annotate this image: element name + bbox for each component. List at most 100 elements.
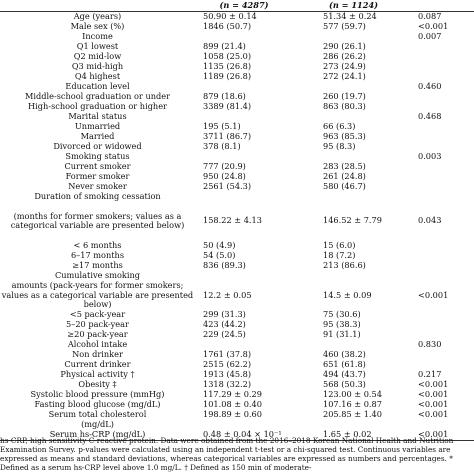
p-value: 0.217 bbox=[418, 369, 442, 380]
group1-value: 423 (44.2) bbox=[203, 319, 246, 330]
group1-value: 2515 (62.2) bbox=[203, 359, 252, 370]
p-value bbox=[414, 350, 474, 360]
row-label: Divorced or widowed bbox=[53, 140, 142, 151]
p-value: 0.460 bbox=[418, 80, 442, 91]
group2-value: 14.5 ± 0.09 bbox=[323, 289, 372, 300]
row-label: Q2 mid-low bbox=[73, 50, 122, 61]
table-header-row: (n = 4287) (n = 1124) bbox=[0, 0, 474, 12]
row-label: Alcohol intake bbox=[67, 339, 128, 350]
group2-value: 963 (85.3) bbox=[323, 130, 366, 141]
table-row: Systolic blood pressure (mmHg) 117.29 ± 0… bbox=[0, 389, 474, 400]
table-row: Smoking status 0.003 bbox=[0, 151, 474, 162]
table-row: Serum hs-CRP (mg/dL) 0.48 ± 0.04 × 10⁻¹ 1.… bbox=[0, 429, 474, 441]
group2-value: 123.00 ± 0.54 bbox=[323, 389, 382, 400]
row-label: Serum total cholesterol bbox=[48, 409, 147, 420]
group1-value: 1913 (45.8) bbox=[203, 369, 252, 380]
group2-value: 577 (59.7) bbox=[323, 20, 366, 31]
table-row: Alcohol intake 0.830 bbox=[0, 339, 474, 350]
table-row: Age (years) 50.90 ± 0.14 51.34 ± 0.24 0.087 bbox=[0, 11, 474, 22]
header-n-group1: (n = 4287) bbox=[219, 0, 269, 10]
group2-value: 66 (6.3) bbox=[323, 120, 356, 131]
row-label: ≥20 pack-year bbox=[67, 329, 128, 340]
table-row: Income 0.007 bbox=[0, 30, 474, 42]
table-row: Married 3711 (86.7) 963 (85.3) bbox=[0, 130, 474, 142]
p-value bbox=[414, 241, 474, 251]
table-body: Age (years) 50.90 ± 0.14 51.34 ± 0.24 0.087… bbox=[0, 11, 474, 441]
table-row: (months for former smokers; values as a … bbox=[0, 202, 474, 241]
table-row: Cumulative smoking bbox=[0, 270, 474, 281]
p-value bbox=[414, 261, 474, 271]
row-label: amounts (pack-years for former smokers; … bbox=[1, 279, 194, 310]
p-value: <0.001 bbox=[418, 20, 449, 31]
group2-value bbox=[293, 192, 414, 202]
group1-value: 12.2 ± 0.05 bbox=[203, 289, 252, 300]
p-value bbox=[414, 132, 474, 142]
group1-value: 378 (8.1) bbox=[203, 140, 241, 151]
group2-value: 51.34 ± 0.24 bbox=[323, 11, 377, 21]
table-row: ≥17 months 836 (89.3) 213 (86.6) bbox=[0, 259, 474, 271]
row-label: Q4 highest bbox=[74, 70, 121, 81]
group1-value: 1761 (37.8) bbox=[203, 349, 252, 360]
table-row: High-school graduation or higher 3389 (81… bbox=[0, 100, 474, 112]
table-footnote: hs-CRP, high sensitivity C-reactive prot… bbox=[0, 436, 454, 472]
group2-value: 107.16 ± 0.87 bbox=[323, 399, 382, 410]
table-row: 5–20 pack-year 423 (44.2) 95 (38.3) bbox=[0, 319, 474, 330]
group2-value: 1.65 ± 0.02 bbox=[323, 429, 372, 440]
group2-value bbox=[293, 271, 414, 281]
group1-value: 101.08 ± 0.40 bbox=[203, 399, 262, 410]
p-value bbox=[414, 52, 474, 62]
table-row: Non drinker 1761 (37.8) 460 (38.2) bbox=[0, 349, 474, 360]
group2-value: 286 (26.2) bbox=[323, 50, 366, 61]
table-row: Education level 0.460 bbox=[0, 80, 474, 92]
row-label: (months for former smokers; values as a … bbox=[10, 210, 185, 231]
table-row: Q3 mid-high 1135 (26.8) 273 (24.9) bbox=[0, 61, 474, 72]
group2-value: 213 (86.6) bbox=[323, 259, 366, 270]
p-value bbox=[414, 251, 474, 261]
p-value: <0.001 bbox=[418, 389, 449, 400]
p-value bbox=[414, 320, 474, 330]
group2-value: 568 (50.3) bbox=[323, 379, 366, 390]
group2-value: 146.52 ± 7.79 bbox=[323, 215, 382, 226]
row-label: Serum hs-CRP (mg/dL) bbox=[49, 429, 146, 440]
table-row: Physical activity † 1913 (45.8) 494 (43.7)… bbox=[0, 369, 474, 380]
group1-value: 836 (89.3) bbox=[203, 259, 246, 270]
group2-value: 272 (24.1) bbox=[323, 70, 366, 81]
table-row: amounts (pack-years for former smokers; … bbox=[0, 279, 474, 310]
group1-value: 1846 (50.7) bbox=[203, 20, 252, 31]
table-row: Obesity ‡ 1318 (32.2) 568 (50.3) <0.001 bbox=[0, 379, 474, 390]
row-label: Former smoker bbox=[65, 170, 130, 181]
row-label: Unmarried bbox=[74, 120, 121, 131]
row-label: Q1 lowest bbox=[76, 40, 119, 51]
table-row: < 6 months 50 (4.9) 15 (6.0) bbox=[0, 239, 474, 251]
row-label: Non drinker bbox=[72, 349, 123, 360]
row-label: 5–20 pack-year bbox=[66, 319, 129, 330]
table-row: ≥20 pack-year 229 (24.5) 91 (31.1) bbox=[0, 329, 474, 340]
table-row: Current drinker 2515 (62.2) 651 (61.8) bbox=[0, 359, 474, 370]
table-row: Former smoker 950 (24.8) 261 (24.8) bbox=[0, 170, 474, 182]
header-blank bbox=[0, 0, 195, 12]
group2-value: 75 (30.6) bbox=[323, 309, 361, 320]
group1-value: 158.22 ± 4.13 bbox=[203, 215, 262, 226]
group2-value: 15 (6.0) bbox=[323, 239, 356, 250]
row-label: Physical activity † bbox=[60, 369, 135, 380]
group1-value: 229 (24.5) bbox=[203, 329, 246, 340]
group1-value: 950 (24.8) bbox=[203, 170, 246, 181]
row-label: Systolic blood pressure (mmHg) bbox=[30, 389, 165, 400]
group1-value: 3389 (81.4) bbox=[203, 100, 252, 111]
table-row: Never smoker 2561 (54.3) 580 (46.7) bbox=[0, 181, 474, 192]
row-label: Current drinker bbox=[64, 359, 131, 370]
row-label: (mg/dL) bbox=[81, 419, 114, 430]
group1-value: 54 (5.0) bbox=[203, 249, 236, 260]
table-row: Middle-school graduation or under 879 (18… bbox=[0, 91, 474, 102]
table-row: Male sex (%) 1846 (50.7) 577 (59.7) <0.001 bbox=[0, 20, 474, 32]
group1-value: 195 (5.1) bbox=[203, 120, 241, 131]
row-label: Duration of smoking cessation bbox=[34, 190, 161, 201]
table-row: Fasting blood glucose (mg/dL) 101.08 ± 0.… bbox=[0, 399, 474, 410]
p-value: 0.007 bbox=[418, 30, 442, 41]
row-label: 6–17 months bbox=[70, 249, 125, 260]
p-value bbox=[414, 62, 474, 72]
p-value bbox=[414, 192, 474, 202]
group2-value: 261 (24.8) bbox=[323, 170, 366, 181]
table-row: Unmarried 195 (5.1) 66 (6.3) bbox=[0, 120, 474, 132]
table-row: Q1 lowest 899 (21.4) 290 (26.1) bbox=[0, 40, 474, 52]
